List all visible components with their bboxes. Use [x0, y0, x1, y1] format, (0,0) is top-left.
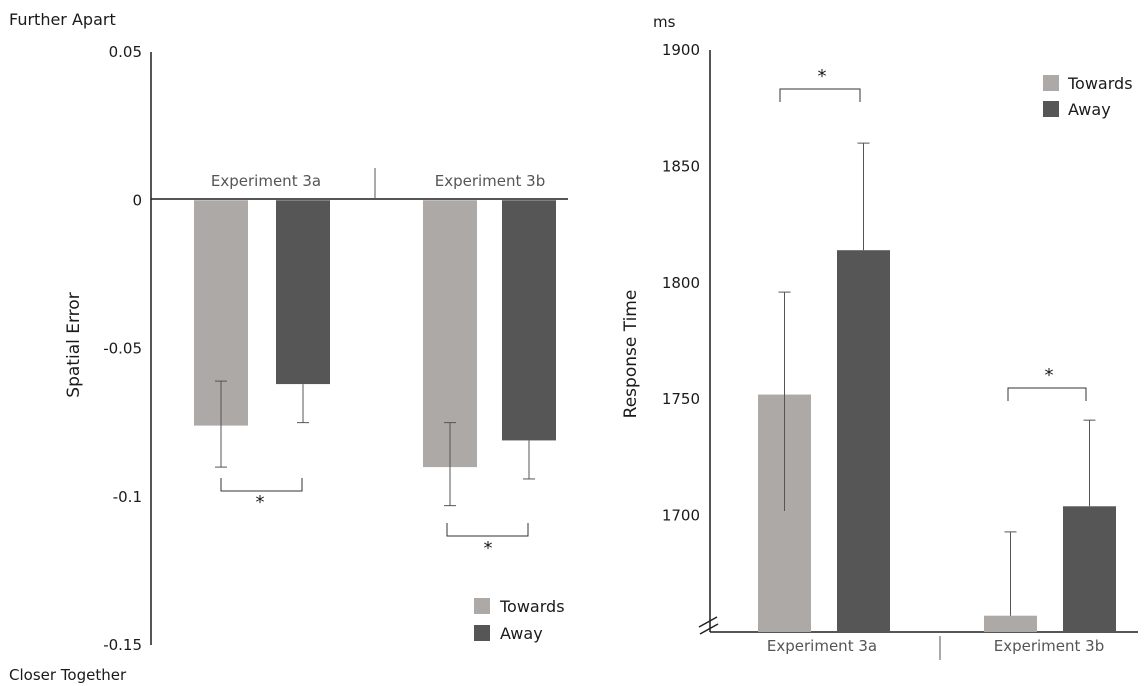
right-significance: **	[779, 66, 1087, 401]
right-unit-label: ms	[653, 13, 676, 31]
significance-bracket-3b	[446, 523, 529, 537]
right-legend-swatch-towards	[1043, 75, 1059, 91]
left-significance: **	[220, 478, 529, 559]
left-y-axis-title: Spatial Error	[64, 292, 84, 397]
significance-bracket-3b	[1007, 387, 1087, 401]
left-y-ticks: 0.05 0 -0.05 -0.1 -0.15	[103, 43, 142, 654]
right-y-tick-label: 1750	[662, 390, 700, 408]
bar-away-3b	[1063, 506, 1116, 632]
right-y-tick-label: 1700	[662, 507, 700, 525]
left-bars	[194, 200, 556, 507]
right-legend: Towards Away	[1043, 74, 1133, 119]
significance-marker-3b: *	[484, 538, 493, 559]
right-axis-break-icon	[698, 616, 719, 635]
left-y-tick-label: -0.15	[103, 636, 142, 654]
left-panel: Further Apart Closer Together Spatial Er…	[9, 10, 568, 684]
left-category-label: Experiment 3b	[435, 172, 546, 190]
left-y-tick-label: -0.1	[113, 488, 142, 506]
left-legend-swatch-away	[474, 625, 490, 641]
right-legend-label-away: Away	[1068, 100, 1111, 119]
bar-away-3a	[276, 200, 330, 385]
right-category-label: Experiment 3b	[994, 637, 1105, 655]
left-y-tick-label: -0.05	[103, 340, 142, 358]
right-legend-swatch-away	[1043, 101, 1059, 117]
right-category-label: Experiment 3a	[767, 637, 877, 655]
right-y-tick-label: 1800	[662, 274, 700, 292]
significance-marker-3a: *	[256, 492, 265, 513]
left-legend-label-towards: Towards	[499, 597, 565, 616]
significance-marker-3a: *	[818, 66, 827, 87]
significance-bracket-3a	[779, 88, 861, 102]
right-category-labels: Experiment 3a Experiment 3b	[767, 637, 1104, 655]
left-legend: Towards Away	[474, 597, 565, 643]
left-legend-label-away: Away	[500, 624, 543, 643]
right-panel: ms Response Time 1900 1850 1800 1750 1700 Ex…	[621, 13, 1138, 660]
bar-away-3a	[837, 250, 890, 632]
bar-towards-3b	[984, 615, 1037, 632]
right-bars	[758, 142, 1116, 632]
bar-away-3b	[502, 200, 556, 441]
left-legend-swatch-towards	[474, 598, 490, 614]
right-legend-label-towards: Towards	[1067, 74, 1133, 93]
left-y-tick-label: 0	[132, 191, 142, 209]
right-y-ticks: 1900 1850 1800 1750 1700	[662, 41, 700, 525]
left-category-label: Experiment 3a	[211, 172, 321, 190]
significance-bracket-3a	[220, 478, 303, 492]
left-bottom-label: Closer Together	[9, 666, 127, 684]
right-y-tick-label: 1850	[662, 157, 700, 175]
significance-marker-3b: *	[1045, 365, 1054, 386]
left-y-tick-label: 0.05	[109, 43, 142, 61]
right-y-tick-label: 1900	[662, 41, 700, 59]
right-y-axis-title: Response Time	[621, 290, 641, 419]
left-category-labels: Experiment 3a Experiment 3b	[211, 172, 545, 190]
left-top-label: Further Apart	[9, 10, 116, 29]
